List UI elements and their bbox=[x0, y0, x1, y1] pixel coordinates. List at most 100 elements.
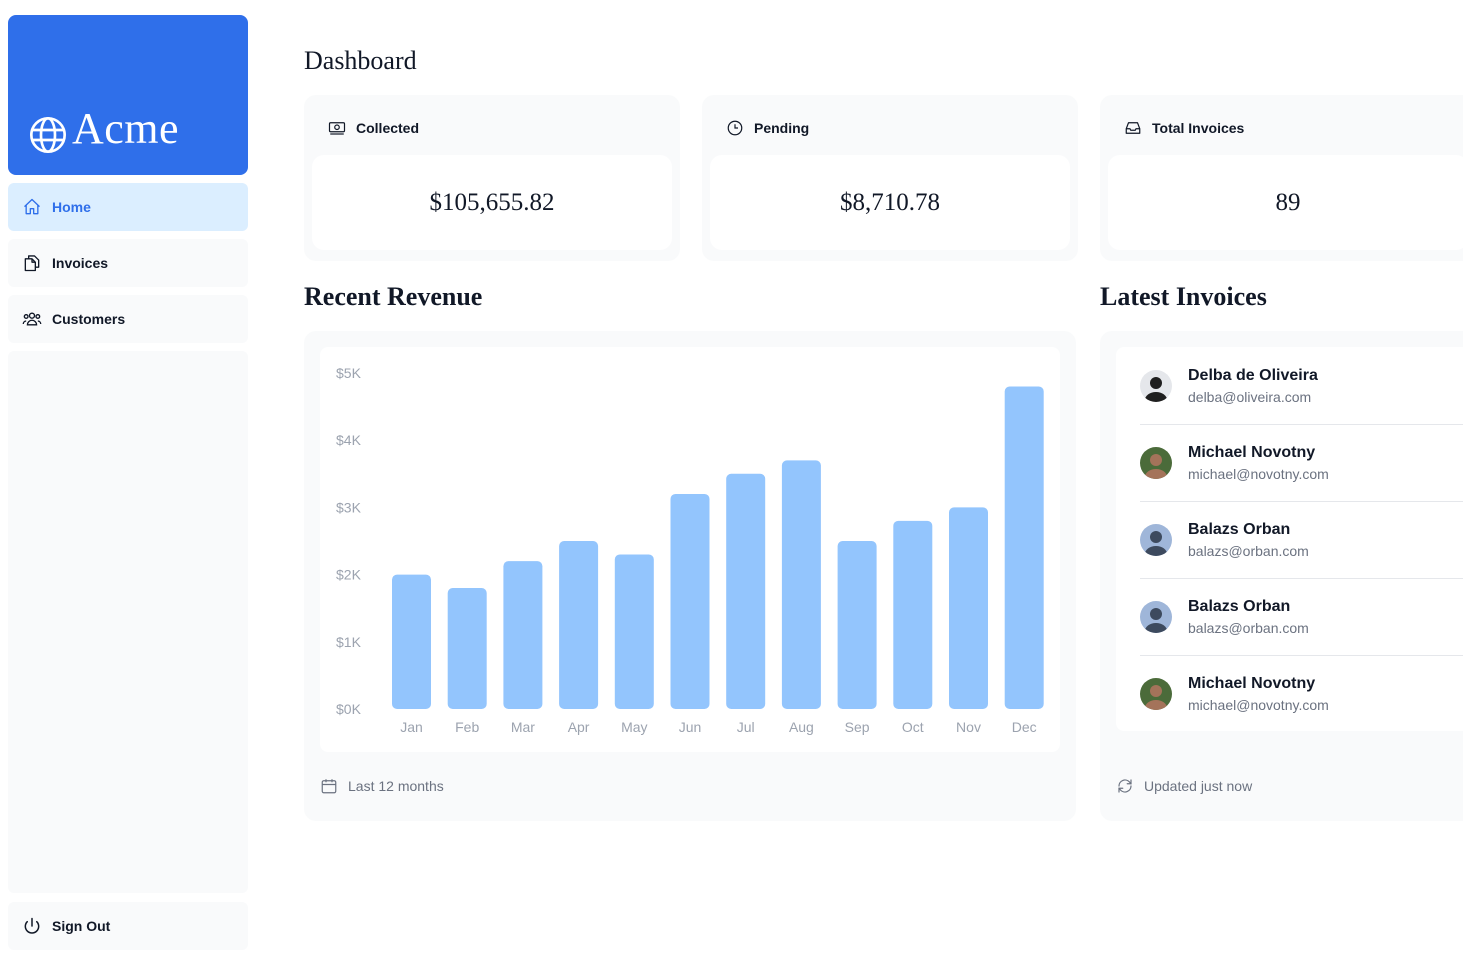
revenue-panel: $0K $1K $2K $3K $4K $5K Jan Feb Mar Apr May Jun Jul A… bbox=[304, 331, 1076, 821]
invoice-row[interactable]: Michael Novotny michael@novotny.com bbox=[1140, 655, 1463, 732]
card-value: 89 bbox=[1108, 155, 1463, 250]
recent-revenue-title: Recent Revenue bbox=[304, 282, 483, 311]
y-tick-label: $3K bbox=[336, 499, 362, 515]
customer-name: Delba de Oliveira bbox=[1188, 366, 1318, 384]
x-tick-label: Jun bbox=[679, 719, 702, 735]
sidebar-item-invoices[interactable]: Invoices bbox=[8, 239, 248, 287]
card-value: $8,710.78 bbox=[710, 155, 1070, 250]
x-tick-label: Oct bbox=[902, 719, 924, 735]
card-header: Pending bbox=[726, 119, 809, 137]
bar-sep bbox=[837, 541, 877, 709]
home-icon bbox=[22, 197, 42, 217]
invoice-info: Michael Novotny michael@novotny.com bbox=[1188, 675, 1329, 713]
card-title: Collected bbox=[356, 120, 420, 136]
y-tick-label: $2K bbox=[336, 567, 362, 583]
latest-invoices-list: Delba de Oliveira delba@oliveira.com Micha… bbox=[1116, 347, 1463, 731]
bar-jan bbox=[392, 574, 431, 709]
card-collected: Collected $105,655.82 bbox=[304, 95, 680, 261]
user-group-icon bbox=[22, 309, 42, 329]
inbox-icon bbox=[1124, 119, 1142, 137]
x-tick-label: Jan bbox=[400, 719, 423, 735]
sidebar-spacer bbox=[8, 351, 248, 893]
latest-invoices-footer: Updated just now bbox=[1116, 777, 1252, 795]
sign-out-label: Sign Out bbox=[52, 918, 111, 934]
refresh-icon bbox=[1116, 777, 1134, 795]
y-tick-label: $4K bbox=[336, 432, 362, 448]
avatar bbox=[1140, 678, 1172, 710]
y-tick-label: $1K bbox=[336, 634, 362, 650]
clock-icon bbox=[726, 119, 744, 137]
latest-invoices-title: Latest Invoices bbox=[1100, 282, 1267, 311]
customer-email: michael@novotny.com bbox=[1188, 697, 1329, 713]
calendar-icon bbox=[320, 777, 338, 795]
y-tick-label: $5K bbox=[336, 365, 362, 381]
invoice-row[interactable]: Michael Novotny michael@novotny.com bbox=[1140, 424, 1463, 501]
latest-invoices-panel: Delba de Oliveira delba@oliveira.com Micha… bbox=[1100, 331, 1463, 821]
card-title: Total Invoices bbox=[1152, 120, 1245, 136]
customer-name: Michael Novotny bbox=[1188, 675, 1316, 692]
x-tick-label: May bbox=[621, 719, 647, 735]
y-tick-label: $0K bbox=[336, 701, 362, 717]
x-tick-label: Dec bbox=[1012, 719, 1037, 735]
bar-jul bbox=[726, 473, 766, 709]
sidebar-item-label: Invoices bbox=[52, 255, 109, 271]
sign-out-button[interactable]: Sign Out bbox=[8, 902, 248, 950]
bar-apr bbox=[559, 541, 599, 709]
revenue-chart: $0K $1K $2K $3K $4K $5K Jan Feb Mar Apr May Jun Jul A… bbox=[320, 347, 1060, 752]
avatar bbox=[1140, 524, 1172, 556]
globe-icon bbox=[30, 117, 66, 153]
avatar bbox=[1140, 447, 1172, 479]
bar-aug bbox=[781, 460, 821, 709]
revenue-chart-svg: $0K $1K $2K $3K $4K $5K Jan Feb Mar Apr May Jun Jul A… bbox=[336, 365, 1044, 735]
avatar bbox=[1140, 601, 1172, 633]
x-tick-label: Mar bbox=[511, 719, 535, 735]
banknotes-icon bbox=[328, 119, 346, 137]
invoice-info: Delba de Oliveira delba@oliveira.com bbox=[1188, 367, 1318, 405]
invoice-info: Balazs Orban balazs@orban.com bbox=[1188, 521, 1309, 559]
card-header: Total Invoices bbox=[1124, 119, 1244, 137]
revenue-footer-label: Last 12 months bbox=[348, 778, 444, 794]
card-value: $105,655.82 bbox=[312, 155, 672, 250]
revenue-footer: Last 12 months bbox=[320, 777, 444, 795]
sidebar-item-customers[interactable]: Customers bbox=[8, 295, 248, 343]
customer-email: balazs@orban.com bbox=[1188, 543, 1309, 559]
customer-email: delba@oliveira.com bbox=[1188, 388, 1312, 405]
bar-feb bbox=[447, 588, 487, 709]
sidebar-item-label: Customers bbox=[52, 311, 126, 327]
card-title: Pending bbox=[754, 120, 810, 136]
customer-email: michael@novotny.com bbox=[1188, 466, 1329, 482]
x-tick-label: Feb bbox=[455, 719, 479, 735]
customer-name: Balazs Orban bbox=[1188, 521, 1291, 538]
invoice-info: Balazs Orban balazs@orban.com bbox=[1188, 598, 1309, 636]
bar-mar bbox=[503, 561, 543, 709]
card-header: Collected bbox=[328, 119, 419, 137]
x-tick-label: Jul bbox=[737, 719, 755, 735]
bar-may bbox=[614, 554, 654, 709]
bar-jun bbox=[670, 493, 710, 709]
bar-nov bbox=[949, 507, 988, 709]
customer-name: Michael Novotny bbox=[1188, 444, 1316, 461]
x-tick-label: Aug bbox=[789, 719, 814, 735]
x-tick-label: Nov bbox=[956, 719, 981, 735]
brand-name: Acme bbox=[72, 104, 180, 153]
sidebar-item-home[interactable]: Home bbox=[8, 183, 248, 231]
card-pending: Pending $8,710.78 bbox=[702, 95, 1078, 261]
invoice-row[interactable]: Delba de Oliveira delba@oliveira.com bbox=[1140, 347, 1463, 424]
sidebar: Acme Home Invoices Customers Sign Out bbox=[8, 15, 248, 950]
page-title: Dashboard bbox=[304, 46, 417, 75]
avatar bbox=[1140, 369, 1172, 402]
document-duplicate-icon bbox=[22, 253, 42, 273]
bar-oct bbox=[893, 520, 933, 709]
x-tick-label: Apr bbox=[568, 719, 590, 735]
invoice-info: Michael Novotny michael@novotny.com bbox=[1188, 444, 1329, 482]
brand-logo[interactable]: Acme bbox=[8, 15, 248, 175]
power-icon bbox=[22, 916, 42, 936]
latest-invoices-footer-label: Updated just now bbox=[1144, 778, 1253, 794]
sidebar-item-label: Home bbox=[52, 199, 91, 215]
invoice-row[interactable]: Balazs Orban balazs@orban.com bbox=[1140, 578, 1463, 655]
customer-email: balazs@orban.com bbox=[1188, 620, 1309, 636]
bar-dec bbox=[1004, 386, 1044, 709]
customer-name: Balazs Orban bbox=[1188, 598, 1291, 615]
invoice-row[interactable]: Balazs Orban balazs@orban.com bbox=[1140, 501, 1463, 578]
x-tick-label: Sep bbox=[845, 719, 870, 735]
